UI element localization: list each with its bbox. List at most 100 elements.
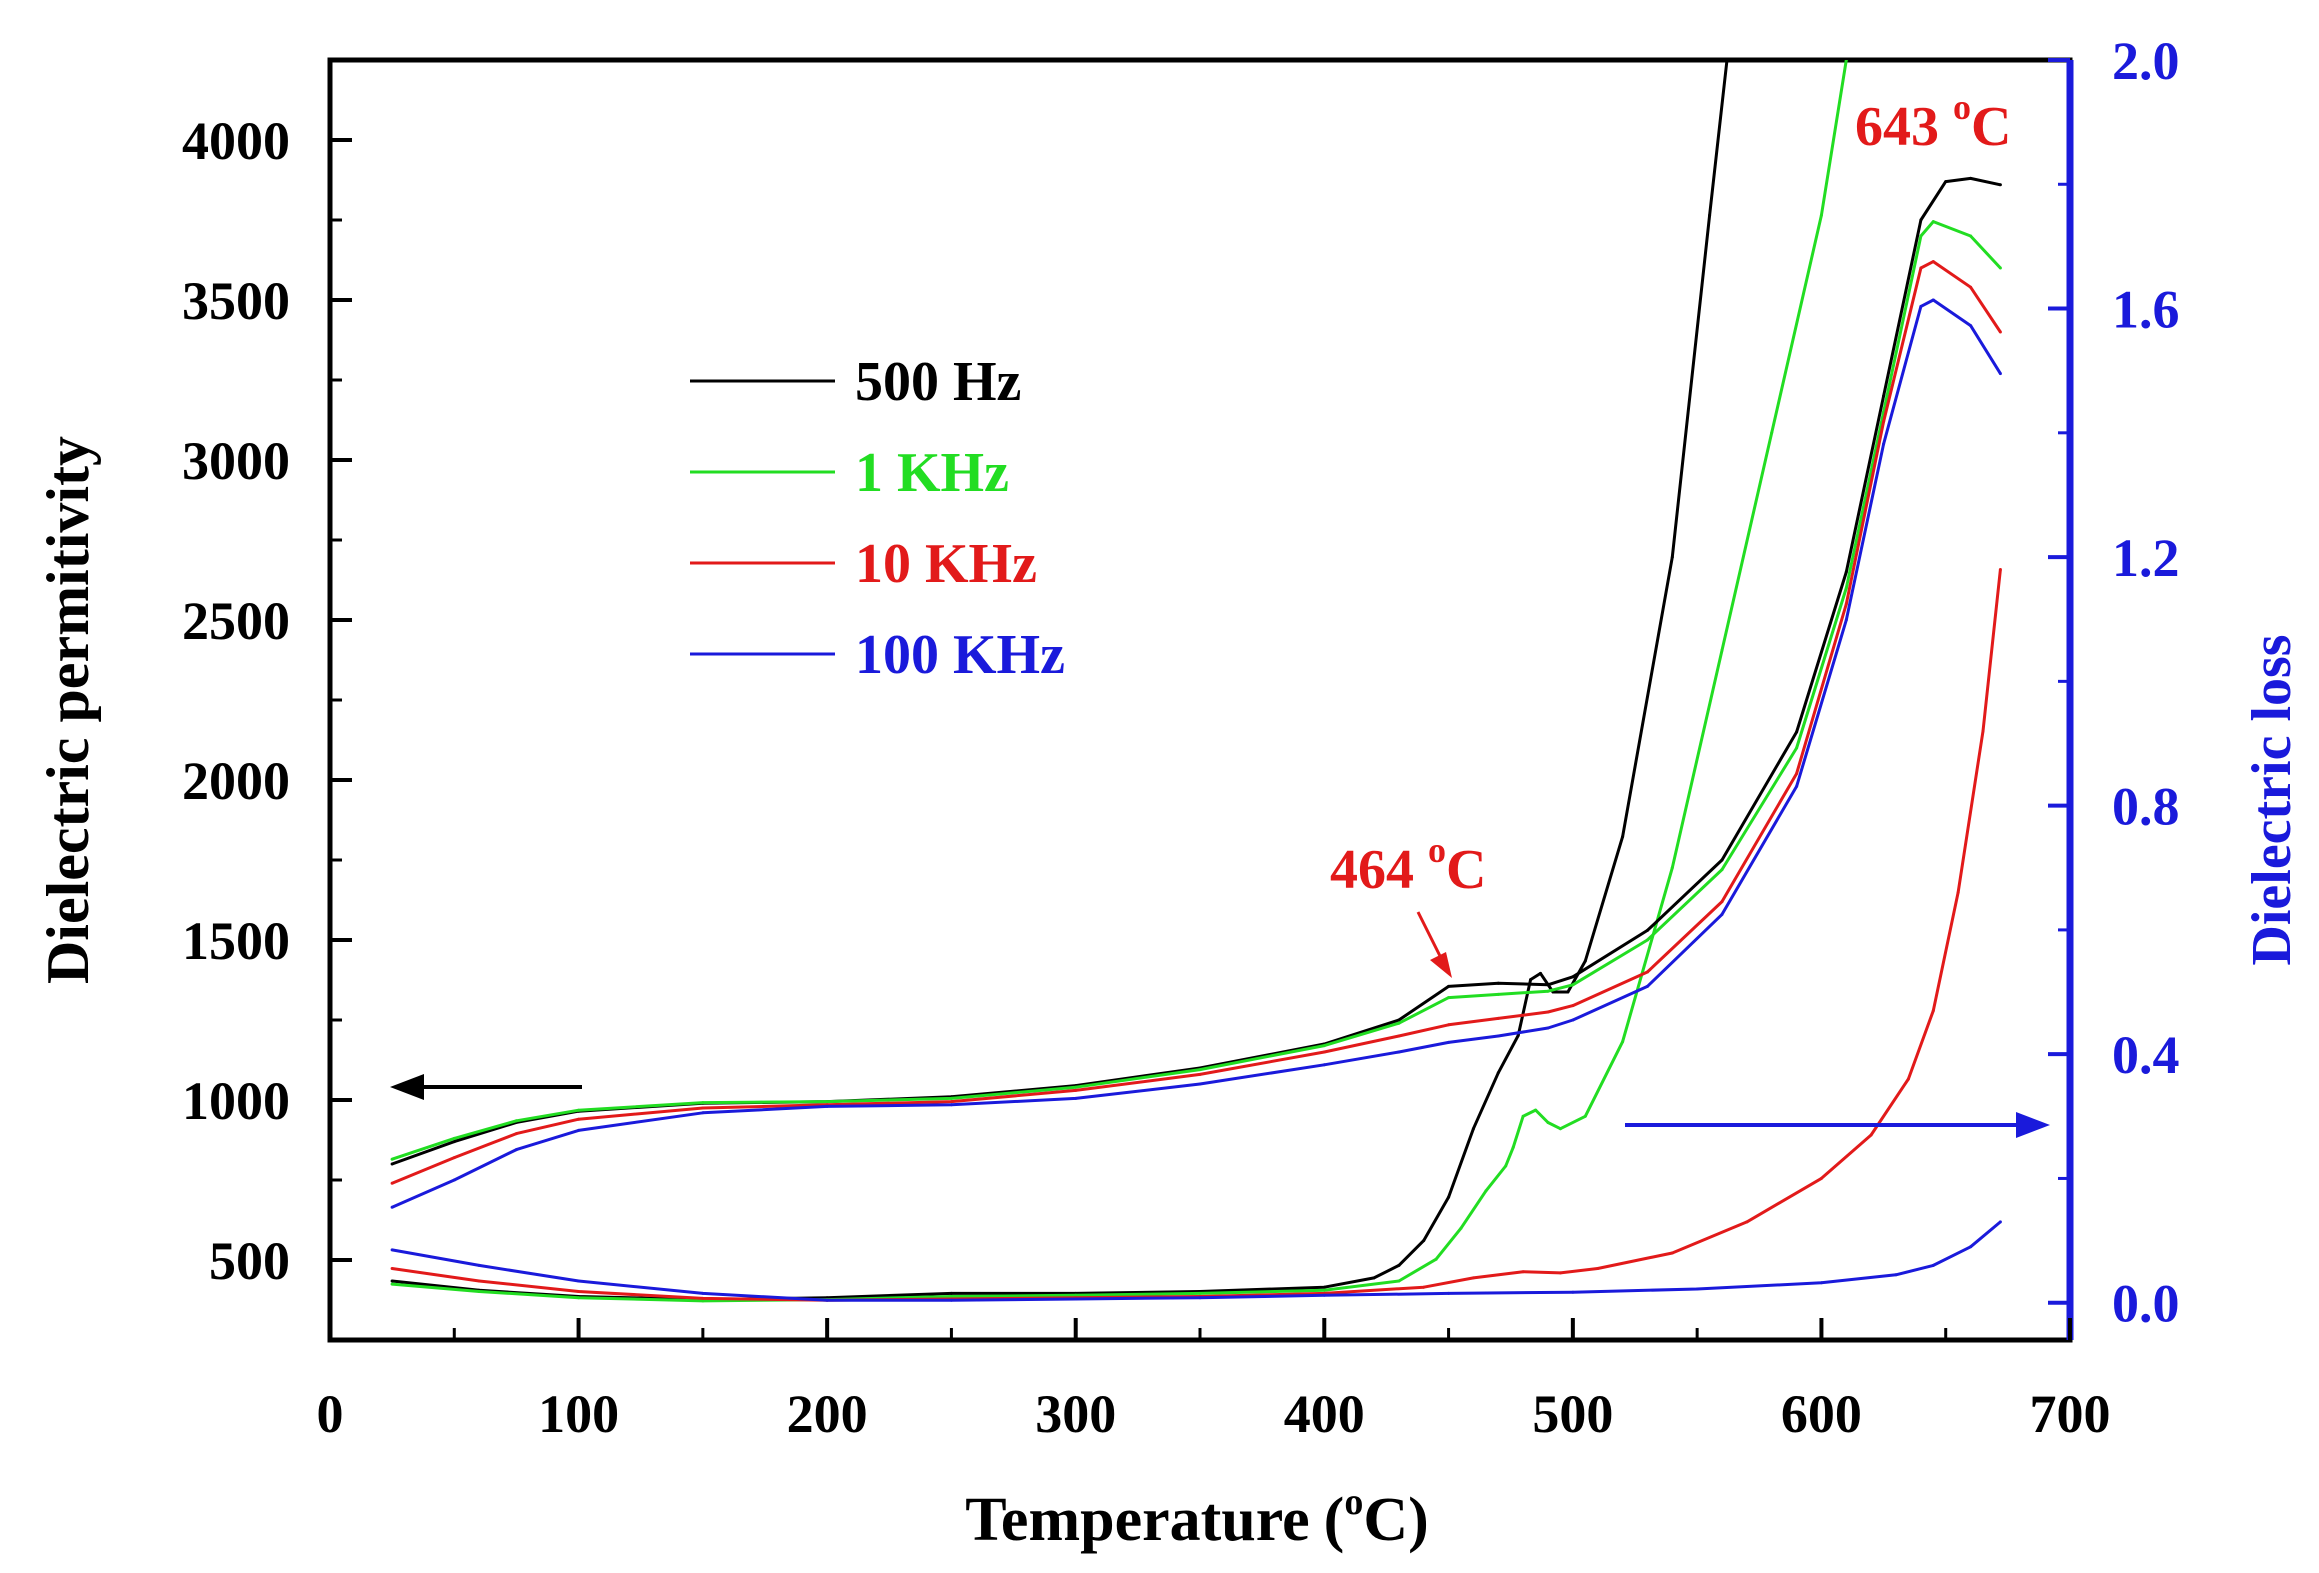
permittivity-point-1-khz-10 — [1397, 1021, 1401, 1025]
loss-point-100-khz-6 — [1074, 1297, 1078, 1301]
loss-point-1-khz-13 — [1504, 1164, 1508, 1168]
right-y-tick-label-3: 1.2 — [2112, 528, 2180, 588]
permittivity-point-100-khz-11 — [1447, 1040, 1451, 1044]
loss-point-100-khz-16 — [1998, 1220, 2002, 1224]
permittivity-point-1-khz-20 — [1919, 234, 1923, 238]
loss-point-500-hz-17 — [1539, 971, 1542, 975]
x-tick-label-0: 0 — [317, 1384, 344, 1444]
permittivity-point-1-khz-3 — [577, 1108, 581, 1112]
permittivity-point-1-khz-7 — [1074, 1085, 1078, 1089]
permittivity-point-100-khz-9 — [1322, 1063, 1326, 1067]
loss-point-10-khz-14 — [1670, 1251, 1674, 1255]
permittivity-point-1-khz-21 — [1931, 220, 1935, 224]
loss-line-100-khz — [391, 1220, 2002, 1302]
permittivity-point-10-khz-13 — [1546, 1010, 1550, 1014]
permittivity-point-10-khz-20 — [1919, 266, 1923, 270]
permittivity-point-100-khz-3 — [577, 1128, 581, 1132]
loss-point-10-khz-21 — [1981, 729, 1985, 733]
x-axis-ticks: 0 100 200 300 400 500 600 700 — [317, 1318, 2111, 1444]
loss-point-1-khz-0 — [390, 1282, 394, 1286]
loss-point-1-khz-16 — [1534, 1108, 1538, 1112]
right-axis-indicator-arrow — [1625, 1112, 2050, 1138]
loss-point-1-khz-18 — [1558, 1127, 1562, 1131]
permittivity-point-1-khz-23 — [1998, 266, 2002, 270]
loss-point-10-khz-9 — [1422, 1285, 1426, 1289]
permittivity-point-500-hz-20 — [1919, 218, 1923, 222]
permittivity-point-500-hz-18 — [1844, 570, 1848, 574]
loss-point-100-khz-13 — [1894, 1273, 1898, 1277]
permittivity-point-10-khz-9 — [1322, 1050, 1326, 1054]
loss-point-100-khz-15 — [1969, 1245, 1973, 1249]
permittivity-point-10-khz-3 — [577, 1117, 581, 1121]
loss-point-10-khz-17 — [1869, 1133, 1873, 1137]
permittivity-points-500-hz — [390, 176, 2002, 1166]
loss-point-100-khz-5 — [949, 1298, 953, 1302]
loss-point-10-khz-10 — [1471, 1276, 1475, 1280]
permittivity-point-10-khz-11 — [1447, 1023, 1451, 1027]
x-tick-label-700: 700 — [2030, 1384, 2111, 1444]
permittivity-point-500-hz-13 — [1546, 983, 1550, 987]
permittivity-point-1-khz-9 — [1322, 1044, 1326, 1048]
permittivity-point-10-khz-22 — [1969, 285, 1973, 289]
permittivity-line-100-khz — [391, 298, 2002, 1209]
permittivity-point-10-khz-2 — [514, 1132, 518, 1136]
permittivity-point-1-khz-12 — [1496, 992, 1500, 996]
right-y-tick-label-1: 0.4 — [2112, 1025, 2180, 1085]
loss-point-100-khz-4 — [825, 1298, 829, 1302]
x-tick-label-300: 300 — [1035, 1384, 1116, 1444]
loss-point-500-hz-21 — [1621, 835, 1625, 839]
permittivity-points-100-khz — [390, 298, 2002, 1209]
loss-point-100-khz-12 — [1819, 1281, 1823, 1285]
annotation-464c-pointer — [1416, 911, 1444, 961]
permittivity-point-1-khz-14 — [1571, 983, 1575, 987]
permittivity-point-500-hz-11 — [1447, 984, 1451, 988]
permittivity-point-1-khz-16 — [1720, 868, 1724, 872]
permittivity-point-500-hz-17 — [1795, 730, 1799, 734]
series-layer — [390, 60, 2002, 1303]
loss-point-10-khz-3 — [701, 1296, 705, 1300]
loss-point-1-khz-6 — [1074, 1293, 1078, 1297]
x-tick-label-600: 600 — [1781, 1384, 1862, 1444]
permittivity-line-1-khz — [391, 220, 2002, 1161]
loss-point-500-hz-0 — [390, 1279, 394, 1283]
loss-point-1-khz-23 — [1770, 431, 1774, 435]
left-y-axis-title: Dielectric permitivity — [35, 436, 101, 984]
loss-point-100-khz-10 — [1571, 1290, 1575, 1294]
permittivity-point-1-khz-18 — [1844, 586, 1848, 590]
permittivity-point-100-khz-23 — [1998, 372, 2002, 376]
loss-point-1-khz-21 — [1670, 866, 1674, 870]
permittivity-point-10-khz-17 — [1795, 772, 1799, 776]
permittivity-point-10-khz-19 — [1882, 420, 1886, 424]
permittivity-point-100-khz-15 — [1645, 984, 1649, 988]
left-y-tick-label-3500: 3500 — [182, 271, 290, 331]
permittivity-point-500-hz-10 — [1397, 1018, 1401, 1022]
permittivity-point-10-khz-0 — [390, 1181, 394, 1185]
loss-point-500-hz-14 — [1496, 1071, 1500, 1075]
loss-point-100-khz-2 — [577, 1279, 581, 1283]
loss-point-1-khz-7 — [1198, 1291, 1202, 1295]
loss-point-10-khz-1 — [477, 1279, 481, 1283]
permittivity-point-10-khz-23 — [1998, 330, 2002, 334]
permittivity-point-10-khz-6 — [949, 1100, 953, 1104]
loss-points-10-khz — [390, 568, 2002, 1302]
permittivity-point-500-hz-15 — [1645, 928, 1649, 932]
loss-point-1-khz-12 — [1484, 1189, 1488, 1193]
permittivity-point-10-khz-12 — [1496, 1016, 1500, 1020]
left-axis-indicator-arrow — [390, 1074, 582, 1100]
left-y-tick-label-4000: 4000 — [182, 111, 290, 171]
permittivity-point-500-hz-22 — [1969, 176, 1973, 180]
loss-points-100-khz — [390, 1220, 2002, 1302]
loss-point-500-hz-11 — [1422, 1239, 1426, 1243]
permittivity-points-1-khz — [390, 220, 2002, 1161]
permittivity-point-100-khz-8 — [1198, 1082, 1202, 1086]
legend: 500 Hz 1 KHz 10 KHz 100 KHz — [690, 351, 1065, 686]
loss-point-1-khz-17 — [1546, 1121, 1550, 1124]
loss-point-500-hz-13 — [1471, 1127, 1475, 1131]
loss-point-1-khz-25 — [1844, 60, 1848, 62]
permittivity-point-10-khz-21 — [1931, 260, 1935, 264]
permittivity-line-500-hz — [391, 176, 2001, 1166]
loss-point-10-khz-18 — [1906, 1077, 1910, 1081]
permittivity-point-500-hz-14 — [1571, 975, 1575, 979]
loss-point-500-hz-20 — [1583, 959, 1587, 963]
permittivity-point-100-khz-19 — [1882, 442, 1886, 446]
